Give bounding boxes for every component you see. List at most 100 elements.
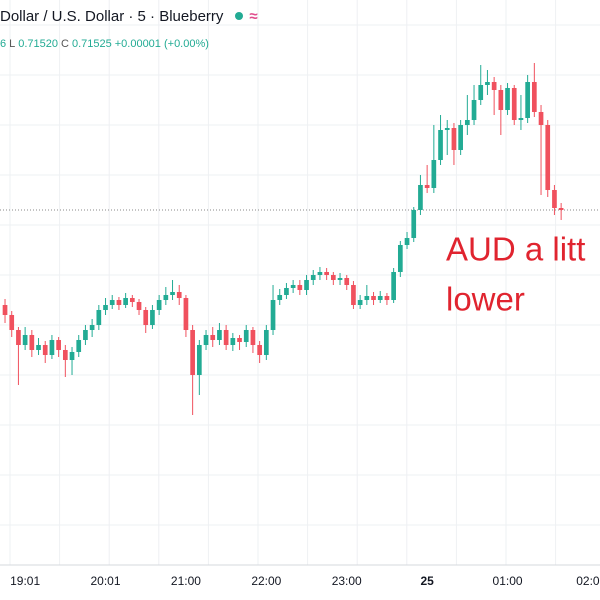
candle-body [170, 292, 175, 295]
candle-body [42, 345, 48, 355]
candle-body [471, 100, 477, 120]
candle-body [123, 298, 128, 305]
candle-body [451, 128, 457, 150]
x-tick-label: 22:00 [251, 574, 281, 588]
candle-body [284, 288, 289, 295]
candle-body [290, 285, 296, 288]
legend-part: 0.71520 [18, 38, 59, 50]
candle-body [277, 295, 283, 300]
candle-body [552, 190, 557, 208]
chart-title: Dollar / U.S. Dollar · 5 · Blueberry [0, 8, 224, 25]
candle-body [263, 330, 269, 355]
candle-body [304, 280, 309, 290]
wave-icon[interactable]: ≈ [249, 8, 258, 25]
candle-body [237, 338, 242, 342]
candle-body [223, 330, 229, 345]
candle-body [418, 185, 423, 210]
candle-body [478, 85, 484, 100]
candle-body [156, 300, 162, 310]
candle-body [317, 272, 323, 275]
ohlc-legend: 6 L 0.71520 C 0.71525 +0.00001 (+0.00%) [0, 38, 212, 50]
candle-body [116, 300, 122, 305]
candle-body [351, 285, 356, 305]
candle-body [103, 305, 108, 310]
candle-body [176, 292, 182, 298]
candle-body [129, 298, 135, 302]
candle-body [324, 272, 329, 275]
annotation: AUD a litt [446, 231, 585, 268]
candle-body [257, 345, 262, 355]
candle-body [243, 330, 249, 342]
candle-body [210, 335, 216, 340]
candle-body [491, 82, 497, 90]
candle-body [62, 350, 68, 360]
candle-body [310, 275, 316, 280]
legend-part: +0.00001 (+0.00%) [114, 38, 209, 50]
candle-body [391, 272, 396, 300]
candle-body [505, 88, 510, 110]
x-tick-label: 02:0 [576, 574, 600, 588]
candle-body [344, 278, 350, 285]
candle-body [558, 208, 564, 210]
candle-body [485, 82, 490, 85]
candle-body [444, 128, 450, 130]
legend-part: 0.71525 [71, 38, 112, 50]
candle-body [424, 185, 430, 188]
candle-body [270, 300, 276, 330]
candle-body [337, 278, 343, 280]
x-tick-label: 20:01 [91, 574, 121, 588]
candle-body [190, 330, 195, 375]
candle-body [22, 335, 28, 345]
candle-body [217, 330, 222, 340]
status-dot [235, 12, 244, 20]
candle-body [29, 335, 35, 350]
candle-body [183, 298, 189, 330]
candle-body [518, 118, 524, 120]
candle-body [250, 330, 256, 345]
candle-body [364, 296, 370, 300]
candle-body [230, 338, 236, 345]
x-tick-label: 19:01 [10, 574, 40, 588]
candle-body [163, 295, 169, 300]
candle-body [143, 310, 149, 325]
legend-part: C [61, 38, 69, 50]
candle-body [150, 310, 155, 325]
x-tick-label: 21:00 [171, 574, 201, 588]
legend-part: L [9, 38, 16, 50]
candle-body [411, 210, 417, 238]
header: Dollar / U.S. Dollar · 5 · Blueberry ≈ [0, 8, 258, 25]
candle-body [357, 300, 363, 305]
candle-body [404, 238, 410, 245]
candle-body [83, 330, 88, 340]
candle-body [109, 300, 115, 305]
candle-body [297, 285, 303, 290]
candle-body [36, 345, 41, 350]
candle-body [96, 310, 102, 325]
candle-body [89, 325, 95, 330]
candle-body [464, 120, 470, 125]
candle-body [384, 296, 390, 300]
candle-body [2, 305, 8, 315]
candle-body [49, 340, 55, 355]
candle-body [203, 335, 209, 345]
candle-body [538, 112, 544, 125]
candle-body [545, 125, 551, 190]
candle-body [498, 90, 504, 110]
candle-body [431, 160, 437, 188]
candle-body [438, 130, 443, 160]
candle-body [330, 275, 336, 280]
legend-part: 6 [0, 38, 7, 50]
candle-body [397, 245, 403, 272]
candle-body [69, 352, 75, 360]
annotation: lower [446, 281, 525, 318]
candle-body [196, 345, 202, 375]
candle-body [76, 340, 82, 352]
candle-body [56, 340, 61, 350]
x-tick-label: 23:00 [332, 574, 362, 588]
candle-body [136, 302, 142, 310]
x-tick-label: 01:00 [493, 574, 523, 588]
x-tick-label: 25 [420, 574, 434, 588]
candle-body [458, 125, 463, 150]
